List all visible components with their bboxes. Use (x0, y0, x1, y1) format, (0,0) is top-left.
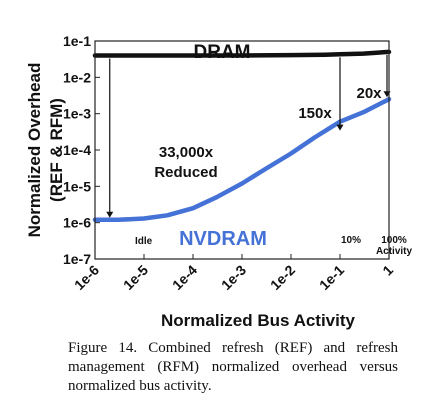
x-tick-label: 1e-1 (316, 262, 347, 293)
annotation-arrow-head (106, 211, 114, 218)
y-tick-label: 1e-1 (63, 33, 91, 49)
y-tick-label: 1e-4 (63, 142, 91, 158)
x-tick-label: 1 (379, 262, 396, 279)
series-line-nvdram (92, 96, 392, 223)
y-axis-label-line: (REF & RFM) (47, 98, 66, 202)
x-tick-label: 1e-2 (267, 262, 298, 293)
x-tick-label: 1e-3 (218, 262, 249, 293)
series-layer (92, 49, 392, 223)
y-tick-label: 1e-7 (63, 251, 91, 267)
annotation-10-percent: 10% (341, 235, 361, 246)
y-tick-label: 1e-5 (63, 178, 91, 194)
series-label-dram: DRAM (194, 42, 251, 63)
svg-text:Normalized Overhead(REF & RFM): Normalized Overhead (REF & RFM) (25, 63, 66, 238)
x-tick-label: 1e-5 (120, 262, 151, 293)
figure-caption: Figure 14. Combined refresh (REF) and re… (68, 340, 398, 394)
series-line-dram (92, 49, 392, 58)
annotation-reduced: 33,000x Reduced (154, 144, 217, 181)
annotations: 33,000x Reduced 150x 20x Idle 10% 100% Activity (135, 85, 412, 257)
y-tick-label: 1e-3 (63, 106, 91, 122)
y-axis-label: Normalized Overhead (REF & RFM) (25, 63, 66, 238)
y-tick-labels: 1e-1 1e-2 1e-3 1e-4 1e-5 1e-6 1e-7 (63, 33, 100, 267)
x-tick-labels: 1e-6 1e-5 1e-4 1e-3 1e-2 1e-1 1 (71, 254, 396, 293)
annotation-arrows (106, 54, 391, 218)
y-tick-label: 1e-2 (63, 69, 91, 85)
y-tick-label: 1e-6 (63, 215, 91, 231)
y-axis-label-line: Normalized Overhead (25, 63, 44, 238)
chart: Normalized Overhead (REF & RFM) 1e-11e-21… (25, 33, 412, 330)
x-axis-label: Normalized Bus Activity (161, 311, 356, 330)
annotation-arrow-head (336, 124, 344, 131)
x-tick-label: 1e-4 (169, 262, 200, 293)
series-labels: DRAM NVDRAM (179, 42, 267, 250)
annotation-100-percent-activity: 100% Activity (376, 235, 413, 257)
plot-area-frame (94, 40, 390, 260)
annotation-20x: 20x (356, 85, 382, 102)
annotation-idle: Idle (135, 236, 153, 247)
annotation-150x: 150x (298, 105, 332, 122)
series-label-nvdram: NVDRAM (179, 228, 267, 250)
